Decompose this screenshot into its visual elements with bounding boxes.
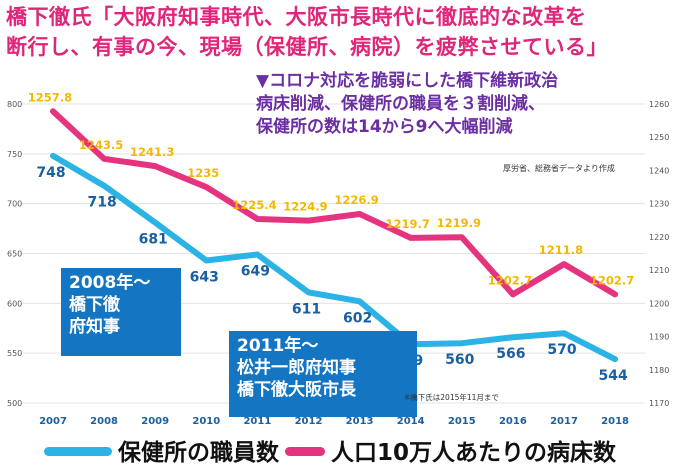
staff-data-labels: 748718681643649611602559560566570544 [36,165,628,384]
x-tick-label: 2008 [90,416,118,427]
governor-annotation-box: 2008年～ 橋下徹 府知事 [61,268,181,356]
beds-value-label: 1211.8 [539,243,583,257]
right-tick-label: 1210 [649,266,669,275]
legend-swatch-beds [285,447,325,456]
box2-line-3: 橋下徹大阪市長 [237,380,356,400]
subhead-line-2: 病床削減、保健所の職員を３割削減、 [256,94,545,114]
legend: 保健所の職員数 人口10万人あたりの病床数 [0,430,680,468]
right-tick-label: 1230 [649,200,669,209]
left-tick-label: 750 [7,150,22,159]
beds-value-label: 1225.4 [232,198,276,212]
staff-series [50,152,619,363]
box2-line-2: 松井一郎府知事 [237,358,356,378]
right-tick-label: 1250 [649,133,669,142]
left-axis: 500 550 600 650 700 750 800 [7,100,22,408]
x-tick-label: 2012 [295,416,323,427]
x-tick-label: 2010 [192,416,220,427]
beds-value-label: 1243.5 [79,138,123,152]
beds-value-label: 1219.7 [386,217,430,231]
staff-value-label: 602 [343,310,372,326]
legend-label-beds: 人口10万人あたりの病床数 [331,440,617,466]
left-tick-label: 500 [7,399,22,408]
right-tick-label: 1170 [649,399,669,408]
left-tick-label: 700 [7,200,22,209]
subhead-line-1: ▼コロナ対応を脆弱にした橋下維新政治 [256,71,559,91]
x-tick-label: 2018 [601,416,629,427]
left-tick-label: 600 [7,299,22,308]
beds-series [50,108,619,298]
staff-value-label: 643 [190,269,219,285]
left-tick-label: 800 [7,100,22,109]
headline-line-2: 断行し、有事の今、現場（保健所、病院）を疲弊させている」 [6,35,608,59]
beds-value-label: 1202.7 [488,273,532,287]
beds-line [50,108,619,298]
staff-value-label: 570 [547,342,576,358]
headline: 橋下徹氏「大阪府知事時代、大阪市長時代に徹底的な改革を 断行し、有事の今、現場（… [6,2,678,62]
legend-label-staff: 保健所の職員数 [118,440,279,466]
staff-value-label: 748 [36,165,65,181]
staff-value-label: 681 [139,232,168,248]
beds-value-label: 1224.9 [283,200,327,214]
staff-value-label: 566 [496,346,525,362]
box2-line-1: 2011年～ [237,336,319,356]
source-note: 厚労省、総務省データより作成 [503,164,615,173]
x-tick-label: 2017 [550,416,578,427]
x-tick-label: 2011 [243,416,271,427]
right-axis: 1170 1180 1190 1200 1210 1220 1230 1240 1250 1260 [649,100,669,408]
x-tick-label: 2013 [346,416,374,427]
x-tick-label: 2007 [39,416,67,427]
staff-value-label: 544 [598,368,627,384]
staff-value-label: 649 [241,263,270,279]
staff-line [50,152,619,363]
x-tick-label: 2009 [141,416,169,427]
beds-value-label: 1202.7 [590,273,634,287]
beds-data-labels: 1257.8 1243.5 1241.3 1235 1225.4 1224.9 1226.9… [28,90,634,287]
right-tick-label: 1180 [649,366,669,375]
subhead-line-3: 保健所の数は14から9へ大幅削減 [256,117,513,137]
x-tick-label: 2014 [397,416,425,427]
box1-line-3: 府知事 [69,317,120,337]
mayor-annotation-box: 2011年～ 松井一郎府知事 橋下徹大阪市長 [229,331,417,417]
staff-value-label: 611 [292,301,321,317]
x-tick-label: 2016 [499,416,527,427]
box1-line-1: 2008年～ [69,273,151,293]
right-tick-label: 1220 [649,233,669,242]
left-tick-label: 650 [7,250,22,259]
beds-value-label: 1226.9 [334,193,378,207]
headline-line-1: 橋下徹氏「大阪府知事時代、大阪市長時代に徹底的な改革を [6,5,587,29]
right-tick-label: 1260 [649,100,669,109]
beds-value-label: 1257.8 [28,90,72,104]
x-tick-label: 2015 [448,416,476,427]
beds-value-label: 1241.3 [130,145,174,159]
right-tick-label: 1190 [649,333,669,342]
staff-value-label: 560 [445,352,474,368]
x-axis: 2007 2008 2009 2010 2011 2012 2013 2014 2015 2016… [39,416,629,427]
staff-value-label: 718 [87,195,116,211]
box1-line-2: 橋下徹 [69,295,120,315]
subhead: ▼コロナ対応を脆弱にした橋下維新政治 病床削減、保健所の職員を３割削減、 保健所… [256,70,558,139]
beds-value-label: 1235 [187,166,219,180]
beds-value-label: 1219.9 [437,216,481,230]
footnote: ※橋下氏は2015年11月まで [404,393,499,402]
left-tick-label: 550 [7,349,22,358]
right-tick-label: 1240 [649,166,669,175]
right-tick-label: 1200 [649,299,669,308]
legend-swatch-staff [44,447,112,456]
